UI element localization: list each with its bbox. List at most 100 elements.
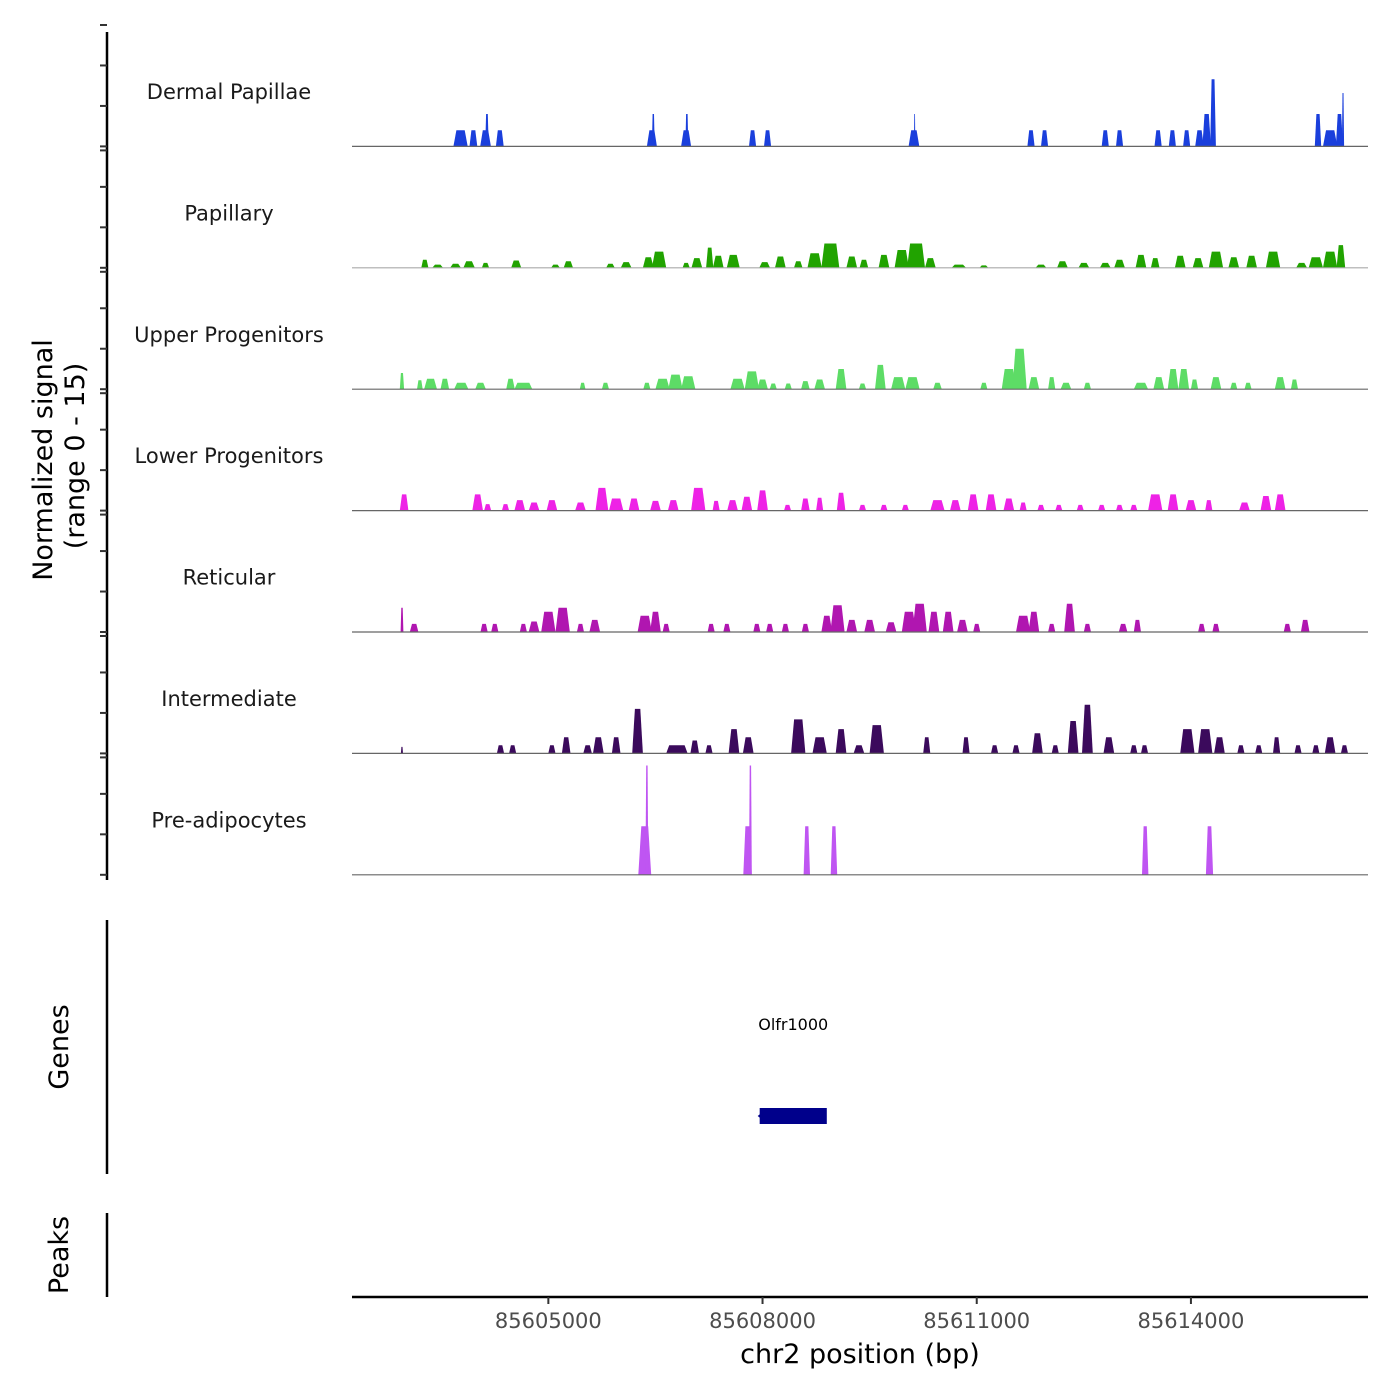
signal-peak — [801, 498, 810, 511]
signal-peak — [666, 745, 688, 754]
signal-peak — [1083, 382, 1091, 390]
signal-peak — [1130, 504, 1138, 511]
signal-peak — [907, 243, 925, 268]
signal-peak — [1116, 504, 1124, 511]
signal-peak — [835, 729, 847, 754]
signal-peak — [484, 504, 492, 511]
signal-peak — [548, 745, 556, 754]
signal-peak — [421, 259, 429, 268]
signal-peak — [859, 259, 869, 268]
signal-peak — [472, 494, 483, 511]
signal-peak — [691, 487, 706, 511]
gene-label: Olfr1000 — [758, 1015, 828, 1034]
signal-tracks: Dermal Papillae Papillary Upper Progenitor… — [134, 79, 1368, 876]
signal-peak — [1174, 255, 1186, 268]
signal-peak — [583, 745, 592, 754]
signal-peak — [712, 255, 724, 268]
signal-peak — [1012, 745, 1020, 754]
signal-peak — [928, 611, 940, 632]
signal-peak — [1148, 494, 1163, 511]
signal-peak — [1041, 130, 1049, 147]
track-reticular: Reticular — [183, 566, 1368, 633]
signal-peak — [744, 371, 759, 390]
signal-peak — [1183, 130, 1191, 147]
signal-peak — [1067, 721, 1079, 754]
signal-peak — [1237, 745, 1245, 754]
signal-peak — [814, 379, 825, 390]
signal-peak — [646, 130, 657, 147]
signal-peak — [1130, 745, 1138, 754]
signal-peak — [576, 623, 584, 632]
signal-peak — [1101, 130, 1109, 147]
signal-peak — [1255, 745, 1263, 754]
signal-peak — [1336, 245, 1346, 268]
signal-peak — [803, 826, 810, 875]
signal-peak — [1028, 611, 1040, 632]
signal-peak — [1027, 130, 1035, 147]
signal-peak — [611, 737, 621, 754]
signal-peak — [1341, 93, 1345, 147]
signal-peak — [1300, 619, 1310, 632]
signal-peak — [885, 622, 897, 632]
signal-peak — [1190, 379, 1199, 390]
signal-peak — [836, 492, 846, 511]
signal-peak — [781, 623, 789, 632]
signal-peak — [784, 383, 792, 390]
signal-peak — [400, 607, 404, 632]
signal-peak — [1118, 623, 1128, 632]
signal-peak — [730, 378, 745, 390]
x-axis-title: chr2 position (bp) — [740, 1339, 980, 1370]
signal-peak — [1198, 729, 1213, 754]
signal-peak — [496, 745, 505, 754]
signal-peak — [705, 745, 713, 754]
signal-peak — [1051, 745, 1059, 754]
signal-peak — [951, 264, 966, 268]
signal-peak — [667, 500, 679, 511]
signal-peak — [835, 369, 847, 390]
signal-peak — [399, 373, 405, 390]
signal-peak — [1150, 258, 1160, 268]
signal-peak — [858, 383, 867, 390]
signal-peak — [908, 130, 920, 147]
signal-peak — [1153, 377, 1165, 390]
signal-peak — [1055, 504, 1063, 511]
track-label: Upper Progenitors — [134, 323, 324, 347]
signal-peak — [1076, 504, 1084, 511]
signal-peak — [905, 377, 920, 390]
signal-peak — [682, 262, 690, 268]
signal-peak — [728, 729, 740, 754]
signal-peak — [400, 746, 403, 754]
signal-peak — [1012, 348, 1027, 390]
signal-peak — [973, 623, 981, 632]
signal-peak — [495, 130, 504, 147]
signal-peak — [784, 504, 792, 511]
signal-peak — [601, 382, 609, 390]
signal-peak — [454, 382, 469, 390]
y-axis-title-line2: (range 0 - 15) — [60, 363, 91, 550]
signal-peak — [1099, 262, 1111, 268]
x-tick-label: 85608000 — [709, 1309, 816, 1333]
signal-peak — [1210, 79, 1216, 147]
signal-peak — [481, 262, 490, 268]
signal-peak — [950, 500, 961, 511]
signal-peak — [801, 381, 810, 390]
signal-peak — [1198, 623, 1206, 632]
signal-peak — [769, 383, 777, 390]
signal-peak — [759, 262, 770, 268]
signal-peak — [901, 504, 909, 511]
signal-peak — [830, 605, 845, 632]
signal-peak — [506, 378, 515, 390]
signal-peak — [807, 253, 822, 268]
track-dermal-papillae: Dermal Papillae — [147, 79, 1368, 147]
signal-peak — [409, 623, 419, 632]
signal-peak — [957, 619, 968, 632]
signal-peak — [1141, 745, 1149, 754]
signal-peak — [551, 264, 560, 268]
signal-peak — [1048, 623, 1056, 632]
track-label: Pre-adipocytes — [151, 808, 306, 832]
signal-peak — [1019, 502, 1027, 511]
track-label: Dermal Papillae — [147, 80, 311, 104]
signal-peak — [880, 504, 888, 511]
signal-peak — [1324, 737, 1336, 754]
signal-peak — [933, 382, 942, 390]
